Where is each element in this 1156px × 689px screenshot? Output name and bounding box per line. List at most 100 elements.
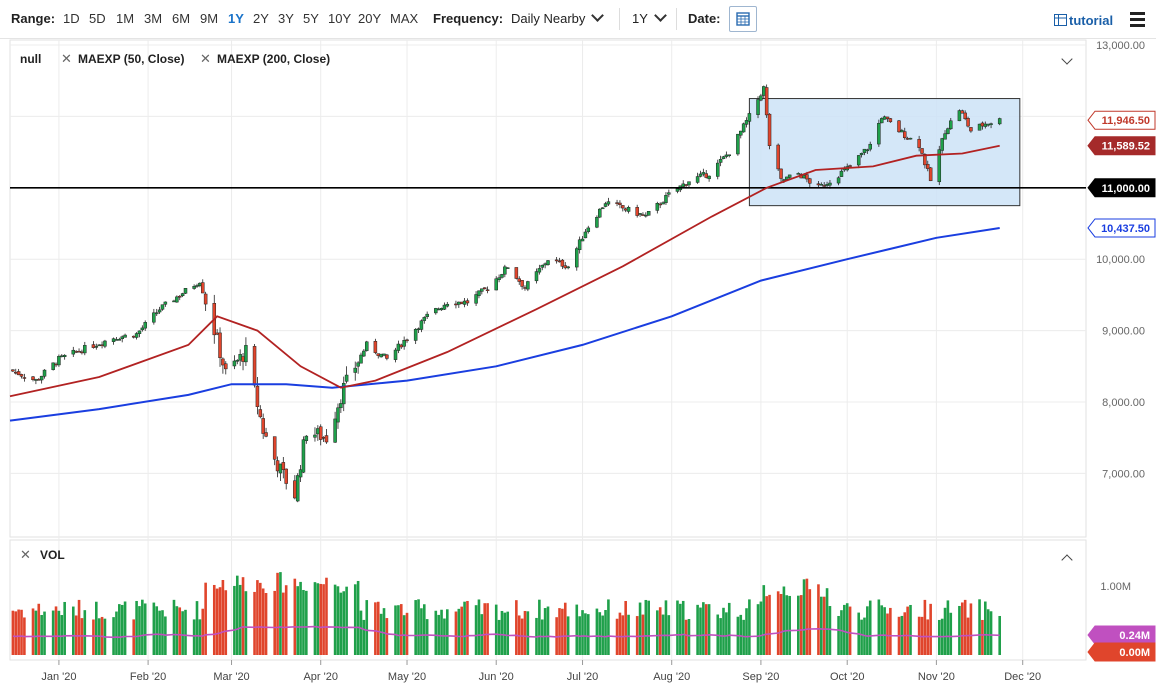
candle-body [120,336,124,339]
candle-body [744,120,749,125]
candle-body [399,344,404,348]
volume-bar [397,605,400,655]
x-tick-label: Nov '20 [918,671,955,683]
volume-bar [95,601,98,655]
candle-body [980,122,985,127]
candle-body [718,159,723,163]
candle-body [577,239,582,251]
candle-body [298,469,303,478]
candle-body [517,278,521,282]
candle-body [416,328,421,331]
candle-body [534,271,539,282]
candle-body [598,208,602,218]
candle-body [701,172,706,175]
candle-body [62,354,67,357]
range-3m-button[interactable]: 3M [144,11,163,26]
candle-body [623,208,628,211]
candle-body [218,332,222,359]
candle-body [523,287,527,289]
volume-bar [198,619,202,655]
x-tick-label: Sep '20 [742,671,779,683]
volume-bar [595,608,599,655]
volume-bar [704,604,708,655]
range-1y-button[interactable]: 1Y [228,11,244,26]
y-tick-label: 9,000.00 [1102,326,1145,338]
range-max-button[interactable]: MAX [390,11,419,26]
volume-bar [584,613,587,655]
range-1m-button[interactable]: 1M [116,11,135,26]
volume-bar [221,579,225,655]
frequency-dropdown[interactable]: Daily Nearby [511,9,605,26]
candle-body [540,264,544,268]
candle-body [177,295,182,298]
candle-body [997,118,1002,125]
volume-bar [822,596,826,655]
candle-body [946,128,950,134]
range-5d-button[interactable]: 5D [89,11,106,26]
ma50-tag-bg [1087,136,1156,156]
volume-bar [886,613,889,655]
candle-body [684,184,688,186]
range-9m-button[interactable]: 9M [200,11,219,26]
x-tick-label: Jun '20 [479,671,514,683]
volume-bar [494,604,498,655]
tutorial-link[interactable]: tutorial [1054,13,1113,28]
volume-bar [345,586,348,655]
volume-bar [273,590,276,655]
volume-bar [647,600,650,655]
date-picker-button[interactable] [729,6,757,32]
volume-bar [382,608,386,655]
candle-body [31,376,35,380]
volume-legend: VOL [40,548,65,562]
period-dropdown[interactable]: 1Y [632,9,667,26]
candle-body [877,123,881,145]
remove-ma200-icon[interactable]: ✕ [200,51,211,66]
candle-body [140,327,145,331]
candle-body [51,362,55,370]
volume-bar [454,611,458,655]
volume-bar [497,619,501,655]
range-5y-button[interactable]: 5Y [303,11,319,26]
volume-bar [676,600,679,655]
candle-body [736,133,740,155]
remove-vol-icon[interactable]: ✕ [20,547,31,562]
candle-body [779,168,783,179]
range-6m-button[interactable]: 6M [172,11,191,26]
range-10y-button[interactable]: 10Y [328,11,352,26]
volume-bar [244,591,248,655]
range-20y-button[interactable]: 20Y [358,11,382,26]
range-1d-button[interactable]: 1D [63,11,80,26]
candle-body [457,301,461,305]
volume-bar [356,580,360,655]
candle-body [580,238,585,242]
candle-body [537,268,542,273]
volume-bar [946,600,950,655]
volume-bar [937,619,941,655]
volume-bar [63,601,66,655]
candle-body [336,407,340,423]
volume-bar [575,604,579,655]
remove-ma50-icon[interactable]: ✕ [61,51,72,66]
volume-bar [40,614,43,655]
menu-icon[interactable] [1130,12,1145,30]
candle-body [91,344,96,348]
candle-body [264,432,268,437]
volume-bar [702,602,705,655]
volume-bar [253,591,256,655]
volume-bar [284,585,288,655]
candle-body [505,267,510,269]
candle-body [175,296,179,303]
candle-body [721,156,726,159]
range-2y-button[interactable]: 2Y [253,11,269,26]
volume-bar [604,610,607,655]
chart-toolbar: Range: 1D 5D 1M 3M 6M 9M 1Y 2Y 3Y 5Y 10Y… [0,0,1156,39]
volume-bar [725,612,728,655]
volume-bar [949,612,953,655]
range-3y-button[interactable]: 3Y [278,11,294,26]
ma50-line [9,144,1000,398]
candle-body [14,371,18,374]
volume-bar [457,608,461,655]
candle-body [563,265,568,269]
candle-body [715,162,720,177]
candle-body [816,183,821,186]
